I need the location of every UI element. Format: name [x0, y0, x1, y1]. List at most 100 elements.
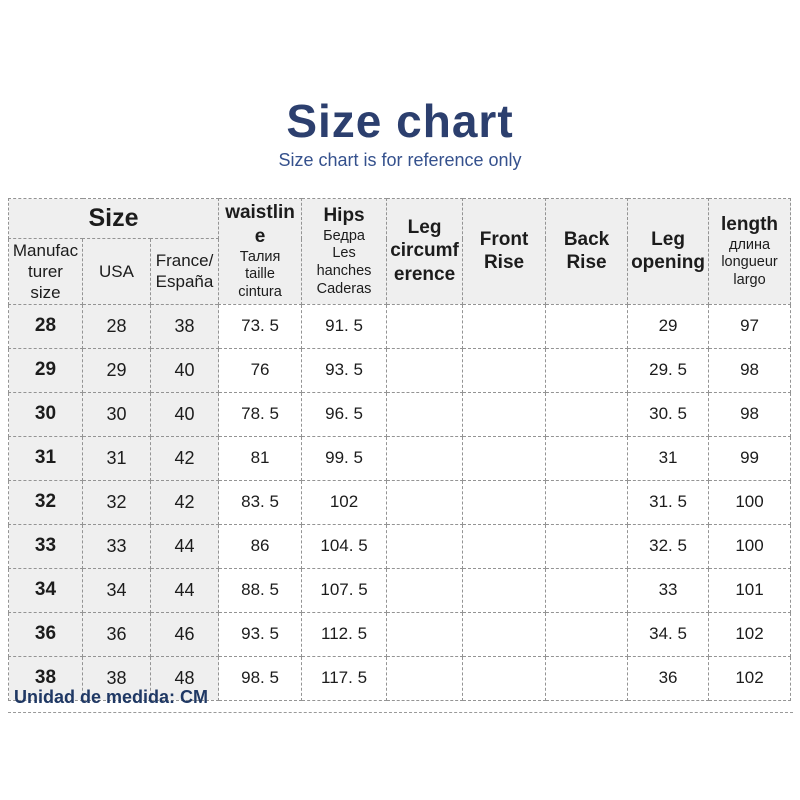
table-row: 32 32 42 83. 5 102 31. 5 100 — [8, 479, 792, 525]
cell-usa: 28 — [82, 303, 151, 349]
header-waistline-label: waistline — [225, 202, 295, 247]
header-row-sub: Manufacturer size USA France/​España — [8, 238, 791, 305]
cell-length: 98 — [708, 347, 792, 393]
cell-back-rise — [545, 479, 629, 525]
cell-leg-opening: 31 — [627, 435, 710, 481]
cell-france-espana: 48 — [149, 655, 220, 701]
cell-size: 36 — [8, 611, 83, 657]
cell-size: 29 — [8, 347, 83, 393]
cell-length: 99 — [708, 435, 792, 481]
header-length-label: length — [721, 213, 779, 235]
cell-front-rise — [462, 303, 547, 349]
header-manufacturer-size: Manufacturer size — [8, 238, 83, 305]
cell-hips: 112. 5 — [301, 611, 388, 657]
cell-hips: 117. 5 — [301, 655, 388, 701]
cell-front-rise — [462, 347, 547, 393]
table-row: 38 38 48 98. 5 117. 5 36 102 — [8, 655, 792, 701]
cell-leg-circumference — [386, 611, 464, 657]
header-waistline-translation: Талия — [239, 248, 281, 265]
table-row: 36 36 46 93. 5 112. 5 34. 5 102 — [8, 611, 792, 657]
cell-front-rise — [462, 435, 547, 481]
header-usa: USA — [82, 238, 151, 305]
cell-france-espana: 46 — [149, 611, 220, 657]
header-waistline-translation: cintura — [238, 283, 282, 300]
header-hips: Hips Бедра Les hanches Caderas — [301, 198, 388, 305]
header-leg-circumference-label: Leg circumference — [390, 216, 459, 286]
cell-length: 98 — [708, 391, 792, 437]
cell-france-espana: 42 — [149, 479, 220, 525]
table-row: 33 33 44 86 104. 5 32. 5 100 — [8, 523, 792, 569]
header-length: length длина longueur largo — [708, 198, 792, 305]
header-leg-circumference: Leg circumference — [386, 198, 464, 305]
cell-france-espana: 40 — [149, 347, 220, 393]
header-waistline: waistline Талия taille cintura — [218, 198, 303, 305]
cell-front-rise — [462, 391, 547, 437]
cell-length: 102 — [708, 611, 792, 657]
header-front-rise-label: Front Rise — [479, 228, 529, 274]
cell-leg-circumference — [386, 391, 464, 437]
cell-waistline: 73. 5 — [218, 303, 303, 349]
cell-france-espana: 38 — [149, 303, 220, 349]
cell-leg-opening: 29. 5 — [627, 347, 710, 393]
header-length-translation: largo — [733, 272, 766, 288]
cell-size: 31 — [8, 435, 83, 481]
cell-leg-opening: 32. 5 — [627, 523, 710, 569]
cell-waistline: 93. 5 — [218, 611, 303, 657]
cell-back-rise — [545, 523, 629, 569]
cell-leg-opening: 34. 5 — [627, 611, 710, 657]
cell-length: 100 — [708, 523, 792, 569]
cell-size: 33 — [8, 523, 83, 569]
page-title: Size chart — [286, 95, 514, 147]
cell-hips: 93. 5 — [301, 347, 388, 393]
cell-leg-opening: 31. 5 — [627, 479, 710, 525]
cell-front-rise — [462, 479, 547, 525]
cell-back-rise — [545, 567, 629, 613]
cell-leg-circumference — [386, 347, 464, 393]
cell-waistline: 98. 5 — [218, 655, 303, 701]
cell-waistline: 83. 5 — [218, 479, 303, 525]
cell-france-espana: 44 — [149, 567, 220, 613]
cell-hips: 102 — [301, 479, 388, 525]
cell-hips: 107. 5 — [301, 567, 388, 613]
title-block: Size chart Size chart is for reference o… — [0, 97, 800, 171]
cell-hips: 96. 5 — [301, 391, 388, 437]
table-row: 29 29 40 76 93. 5 29. 5 98 — [8, 347, 792, 393]
table-row: 34 34 44 88. 5 107. 5 33 101 — [8, 567, 792, 613]
cell-back-rise — [545, 347, 629, 393]
header-front-rise: Front Rise — [462, 198, 547, 305]
header-length-translation: longueur — [721, 254, 778, 271]
header-hips-translation: Caderas — [316, 280, 372, 297]
cell-leg-circumference — [386, 655, 464, 701]
cell-front-rise — [462, 611, 547, 657]
cell-waistline: 81 — [218, 435, 303, 481]
size-table-body: 28 28 38 73. 5 91. 5 29 97 29 29 40 76 93. 5 29. 5 98… — [8, 303, 792, 701]
cell-usa: 38 — [82, 655, 151, 701]
cell-leg-circumference — [386, 523, 464, 569]
cell-size: 38 — [8, 655, 83, 701]
size-chart-table: Size waistline Талия taille cintura Hips… — [7, 197, 792, 701]
header-hips-translation: Бедра — [323, 227, 365, 244]
header-size-group: Size — [7, 197, 220, 240]
cell-length: 102 — [708, 655, 792, 701]
cell-waistline: 78. 5 — [218, 391, 303, 437]
header-row-top: Size waistline Талия taille cintura Hips… — [7, 197, 792, 305]
table-row: 28 28 38 73. 5 91. 5 29 97 — [8, 303, 792, 349]
header-length-translation: длина — [728, 236, 771, 253]
cell-length: 101 — [708, 567, 792, 613]
cell-front-rise — [462, 655, 547, 701]
cell-usa: 34 — [82, 567, 151, 613]
cell-length: 100 — [708, 479, 792, 525]
header-back-rise-label: Back Rise — [563, 228, 610, 274]
cell-usa: 31 — [82, 435, 151, 481]
table-header: Size waistline Талия taille cintura Hips… — [7, 197, 792, 305]
cell-waistline: 86 — [218, 523, 303, 569]
cell-france-espana: 40 — [149, 391, 220, 437]
cell-usa: 36 — [82, 611, 151, 657]
table-row: 30 30 40 78. 5 96. 5 30. 5 98 — [8, 391, 792, 437]
cell-france-espana: 44 — [149, 523, 220, 569]
cell-back-rise — [545, 655, 629, 701]
cell-usa: 30 — [82, 391, 151, 437]
header-hips-translation: Les hanches — [316, 245, 372, 280]
cell-usa: 29 — [82, 347, 151, 393]
header-hips-label: Hips — [323, 205, 365, 227]
